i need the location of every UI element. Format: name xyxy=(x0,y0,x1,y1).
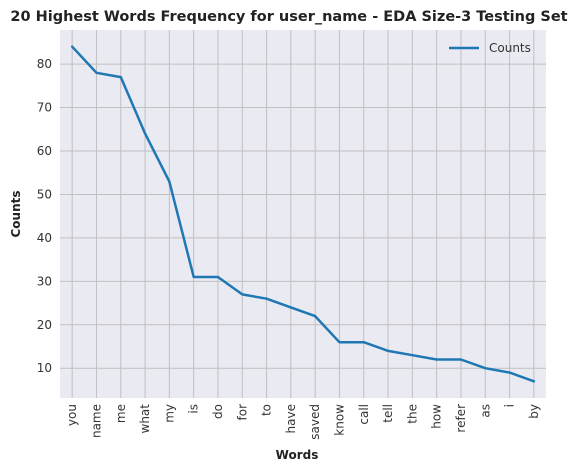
x-tick-label: have xyxy=(284,404,298,433)
y-axis-ticks: 10 20 30 40 50 60 70 80 xyxy=(37,57,52,375)
x-tick-label: call xyxy=(357,404,371,425)
y-tick-label: 60 xyxy=(37,144,52,158)
y-tick-label: 10 xyxy=(37,361,52,375)
x-tick-label: tell xyxy=(381,404,395,423)
x-tick-label: refer xyxy=(454,404,468,433)
x-tick-label: the xyxy=(405,404,419,424)
x-tick-label: do xyxy=(211,404,225,419)
y-tick-label: 80 xyxy=(37,57,52,71)
plot-area xyxy=(60,30,546,398)
chart-title: 20 Highest Words Frequency for user_name… xyxy=(10,9,567,25)
y-axis-label: Counts xyxy=(9,190,23,237)
x-tick-label: i xyxy=(503,404,517,407)
y-tick-label: 40 xyxy=(37,231,52,245)
legend: Counts xyxy=(449,41,531,55)
x-tick-label: how xyxy=(430,404,444,429)
x-tick-label: you xyxy=(65,404,79,426)
y-tick-label: 70 xyxy=(37,101,52,115)
series-layer xyxy=(70,45,536,383)
x-axis-label: Words xyxy=(276,448,319,462)
x-tick-label: as xyxy=(478,404,492,418)
x-tick-label: name xyxy=(89,404,103,438)
y-tick-label: 50 xyxy=(37,187,52,201)
series-line-counts xyxy=(70,45,536,383)
x-tick-label: my xyxy=(162,404,176,423)
legend-label-counts: Counts xyxy=(489,41,531,55)
x-tick-label: me xyxy=(114,404,128,423)
x-tick-label: to xyxy=(260,404,274,416)
grid-lines xyxy=(60,30,546,398)
y-tick-label: 30 xyxy=(37,274,52,288)
x-axis-ticks: you name me what my is do for to have saved know cal… xyxy=(65,404,541,440)
x-tick-label: know xyxy=(332,404,346,436)
x-tick-label: saved xyxy=(308,404,322,440)
x-tick-label: is xyxy=(187,404,201,414)
x-tick-label: by xyxy=(527,404,541,419)
y-tick-label: 20 xyxy=(37,318,52,332)
x-tick-label: for xyxy=(235,404,249,421)
x-tick-label: what xyxy=(138,404,152,434)
